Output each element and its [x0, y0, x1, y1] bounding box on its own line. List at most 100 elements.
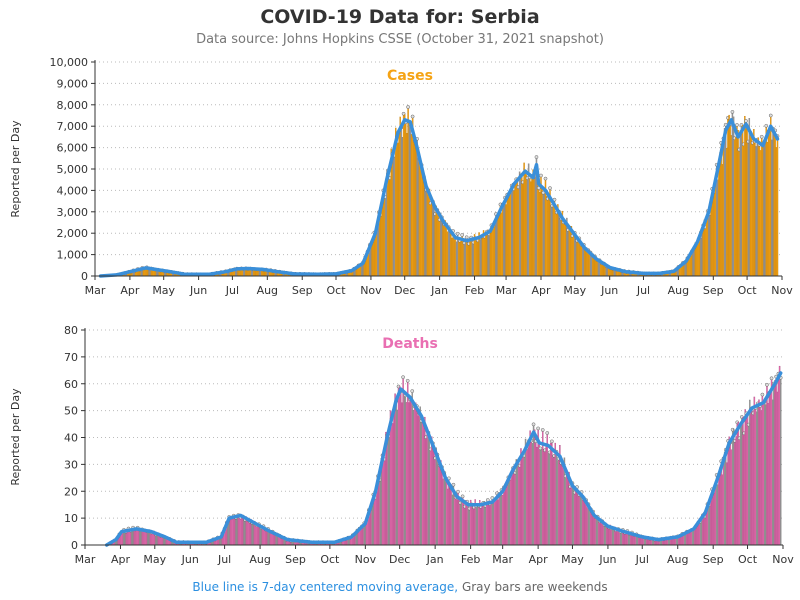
cases-bar: [730, 135, 733, 277]
deaths-bar: [760, 410, 762, 546]
deaths-bar: [538, 443, 540, 546]
cases-bar: [597, 260, 600, 277]
deaths-bar: [482, 502, 484, 546]
deaths-bar: [755, 411, 758, 546]
deaths-bar: [718, 475, 720, 546]
deaths-bar: [513, 465, 515, 546]
deaths-bar: [727, 440, 729, 546]
deaths-point: [401, 375, 405, 380]
deaths-bar: [405, 402, 408, 546]
cases-bar: [501, 204, 504, 277]
deaths-bar: [131, 529, 133, 546]
cases-point: [768, 113, 773, 118]
deaths-bar: [566, 474, 568, 546]
deaths-point: [410, 389, 415, 393]
deaths-bar: [496, 493, 498, 546]
cases-bar: [487, 229, 489, 277]
cases-bar: [697, 238, 700, 277]
deaths-bar: [447, 488, 449, 546]
deaths-bar: [236, 516, 238, 546]
cases-bar: [504, 197, 506, 277]
deaths-bar: [251, 522, 253, 546]
deaths-bar: [519, 465, 521, 546]
cases-bar: [574, 232, 576, 277]
deaths-bar: [540, 448, 543, 546]
deaths-bar: [612, 528, 615, 546]
cases-x-tick-label: Nov: [771, 284, 793, 297]
deaths-y-tick-label: 0: [71, 539, 78, 552]
deaths-bar: [738, 438, 741, 546]
deaths-bar: [468, 508, 471, 546]
deaths-bar: [397, 386, 400, 546]
deaths-bar: [570, 483, 573, 546]
deaths-bar: [751, 410, 753, 546]
deaths-bar: [456, 499, 458, 546]
deaths-point: [769, 376, 774, 381]
deaths-bar: [725, 449, 727, 546]
deaths-y-tick-label: 10: [64, 512, 78, 525]
deaths-x-tick-label: Nov: [772, 553, 794, 566]
deaths-point: [760, 392, 765, 397]
cases-bar: [505, 204, 507, 277]
cases-bar: [708, 210, 710, 277]
cases-bar: [469, 237, 471, 277]
deaths-bar: [445, 479, 448, 546]
deaths-bar: [436, 454, 439, 546]
deaths-x-tick-label: Dec: [389, 553, 410, 566]
deaths-bar: [774, 380, 776, 546]
cases-point: [730, 110, 735, 114]
deaths-bar: [734, 440, 736, 546]
cases-bar: [417, 158, 419, 277]
deaths-bar: [523, 455, 526, 546]
cases-bar: [693, 247, 695, 277]
cases-bar: [554, 212, 557, 277]
deaths-x-tick-label: Mar: [75, 553, 96, 566]
deaths-bar: [536, 446, 538, 546]
deaths-bar: [504, 485, 506, 546]
deaths-bar: [516, 461, 519, 546]
cases-bar: [576, 240, 578, 277]
deaths-bar: [514, 472, 516, 546]
deaths-bar: [455, 497, 457, 546]
deaths-bar: [491, 497, 494, 546]
deaths-bar: [524, 438, 527, 546]
deaths-bar: [562, 465, 565, 546]
deaths-bar: [247, 519, 250, 546]
cases-bar: [521, 174, 523, 277]
cases-bar: [743, 144, 745, 277]
deaths-bar: [439, 465, 441, 546]
deaths-bar: [453, 492, 456, 546]
deaths-bar: [719, 467, 721, 546]
deaths-bar: [608, 527, 610, 546]
deaths-bar: [766, 384, 768, 546]
footer-weekend-note: Gray bars are weekends: [461, 580, 608, 594]
deaths-bar: [374, 497, 377, 546]
cases-panel-title: Cases: [387, 68, 433, 84]
deaths-bar: [403, 393, 405, 546]
deaths-bar: [529, 430, 531, 546]
deaths-bar: [603, 524, 606, 546]
cases-bar: [695, 245, 698, 277]
deaths-bar: [392, 423, 394, 546]
deaths-bar: [138, 530, 140, 546]
cases-bar: [737, 130, 739, 277]
deaths-bar: [585, 499, 587, 546]
deaths-bar: [233, 515, 235, 546]
cases-bar: [746, 125, 748, 277]
cases-bar: [732, 116, 735, 277]
cases-bar: [764, 145, 766, 277]
cases-bar: [407, 106, 409, 277]
cases-x-tick-label: Apr: [120, 284, 140, 297]
cases-bar: [761, 136, 763, 277]
deaths-bar: [773, 383, 775, 546]
deaths-bar: [146, 530, 148, 546]
deaths-bar: [699, 521, 702, 546]
cases-bar: [692, 250, 694, 277]
deaths-bar: [386, 435, 388, 546]
cases-bar: [713, 191, 716, 277]
deaths-bar: [567, 473, 569, 546]
deaths-bar: [527, 449, 529, 546]
cases-bar: [538, 187, 540, 277]
deaths-bar: [412, 410, 415, 546]
cases-bar: [414, 140, 416, 277]
